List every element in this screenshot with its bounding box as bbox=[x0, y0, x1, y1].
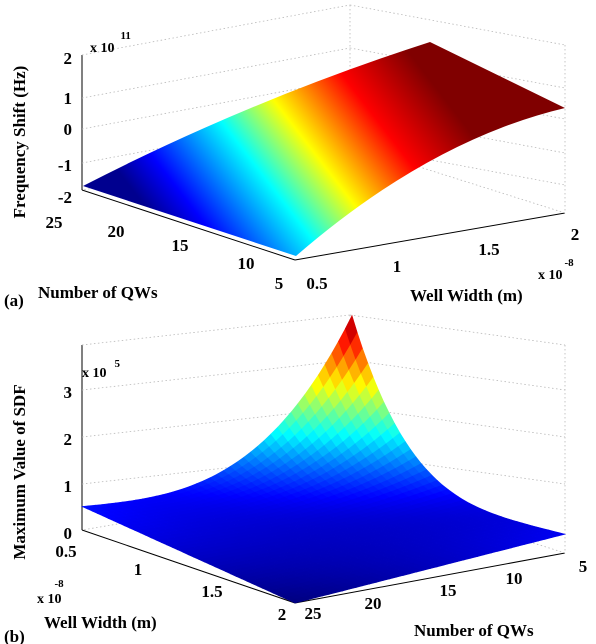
z-tick-label: 3 bbox=[64, 383, 73, 402]
chart-a-box bbox=[81, 55, 566, 261]
z-ticks-a: 2 1 0 -1 -2 bbox=[58, 49, 72, 207]
z-axis-label-a: Frequency Shift (Hz) bbox=[10, 66, 29, 219]
z-tick-label: 0 bbox=[64, 524, 73, 543]
x-tick-label: 1 bbox=[134, 560, 143, 579]
x-tick-label: 2 bbox=[278, 605, 287, 624]
y-axis-label-b: Number of QWs bbox=[414, 621, 534, 640]
x-ticks-b: 0.5 1 1.5 2 bbox=[55, 542, 286, 624]
z-tick-label: -2 bbox=[58, 188, 72, 207]
x-multiplier-a: x 10-8 bbox=[538, 257, 574, 283]
z-tick-label: 0 bbox=[64, 120, 73, 139]
x-tick-label: 1 bbox=[393, 257, 402, 276]
y-tick-label: 10 bbox=[506, 569, 523, 588]
z-multiplier-b: x 105 bbox=[82, 358, 121, 381]
x-ticks-a: 0.5 1 1.5 2 bbox=[306, 225, 579, 293]
y-tick-label: 15 bbox=[172, 236, 189, 255]
chart-a: 2 1 0 -1 -2 25 20 15 10 5 0.5 1 1.5 2 x … bbox=[4, 4, 579, 310]
y-ticks-b: 25 20 15 10 5 bbox=[305, 557, 588, 623]
z-tick-label: -1 bbox=[58, 156, 72, 175]
y-ticks-a: 25 20 15 10 5 bbox=[46, 213, 284, 293]
z-tick-label: 1 bbox=[64, 89, 73, 108]
z-tick-label: 1 bbox=[64, 477, 73, 496]
y-tick-label: 5 bbox=[579, 557, 588, 576]
x-tick-label: 2 bbox=[571, 225, 580, 244]
y-tick-label: 10 bbox=[238, 254, 255, 273]
x-axis-label-a: Well Width (m) bbox=[410, 286, 523, 305]
y-axis-label-a: Number of QWs bbox=[38, 283, 158, 302]
z-axis-label-b: Maximum Value of SDF bbox=[10, 384, 29, 559]
x-tick-label: 1.5 bbox=[201, 582, 222, 601]
x-tick-label: 1.5 bbox=[478, 240, 499, 259]
surface-a bbox=[83, 42, 565, 256]
y-tick-label: 15 bbox=[440, 581, 457, 600]
panel-label-a: (a) bbox=[4, 291, 24, 310]
z-ticks-b: 3 2 1 0 bbox=[64, 383, 73, 543]
surface-patch bbox=[552, 532, 567, 537]
y-tick-label: 5 bbox=[275, 274, 284, 293]
z-multiplier-a: x 1011 bbox=[90, 30, 131, 56]
x-axis-label-b: Well Width (m) bbox=[44, 613, 157, 632]
y-tick-label: 25 bbox=[46, 213, 63, 232]
x-multiplier-b: x 10-8 bbox=[37, 578, 64, 607]
chart-b-box bbox=[81, 345, 566, 604]
y-tick-label: 20 bbox=[108, 222, 125, 241]
surface-b bbox=[80, 314, 567, 604]
x-tick-label: 0.5 bbox=[306, 274, 327, 293]
chart-b: 3 2 1 0 0.5 1 1.5 2 25 20 15 10 5 x 105 … bbox=[4, 314, 588, 644]
y-tick-label: 25 bbox=[305, 604, 322, 623]
x-tick-label: 0.5 bbox=[55, 542, 76, 561]
panel-label-b: (b) bbox=[4, 627, 25, 644]
z-tick-label: 2 bbox=[64, 430, 73, 449]
z-tick-label: 2 bbox=[64, 49, 73, 68]
y-tick-label: 20 bbox=[365, 594, 382, 613]
